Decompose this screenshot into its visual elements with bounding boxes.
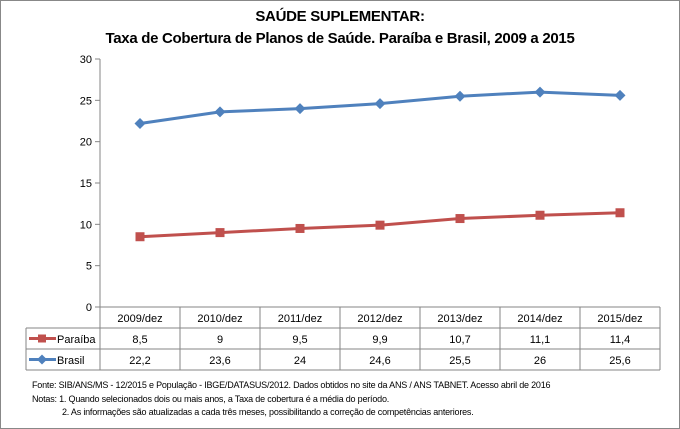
legend-diamond-marker bbox=[37, 354, 47, 365]
category-label: 2011/dez bbox=[278, 313, 322, 325]
legend-square-marker bbox=[38, 334, 46, 343]
source-note: Fonte: SIB/ANS/MS - 12/2015 e População … bbox=[32, 380, 551, 390]
chart-title: SAÚDE SUPLEMENTAR: bbox=[255, 8, 425, 25]
table-cell: 11,4 bbox=[610, 334, 631, 346]
y-tick-label: 20 bbox=[80, 137, 92, 149]
y-tick-label: 10 bbox=[80, 219, 92, 231]
data-point bbox=[375, 220, 385, 230]
table-cell: 26 bbox=[534, 355, 546, 367]
data-point bbox=[294, 103, 306, 115]
category-label: 2013/dez bbox=[437, 313, 482, 325]
data-point bbox=[215, 228, 225, 238]
legend-label: Brasil bbox=[57, 355, 85, 367]
table-cell: 24,6 bbox=[369, 355, 390, 367]
y-tick-label: 25 bbox=[80, 95, 92, 107]
category-label: 2009/dez bbox=[117, 313, 162, 325]
data-point bbox=[454, 90, 466, 102]
data-point bbox=[455, 214, 465, 224]
data-point bbox=[614, 89, 626, 101]
table-cell: 9,9 bbox=[372, 334, 387, 346]
data-point bbox=[615, 208, 625, 218]
data-point bbox=[295, 223, 305, 233]
data-point bbox=[534, 86, 546, 98]
note-2: 2. As informações são atualizadas a cada… bbox=[62, 407, 474, 417]
data-point bbox=[135, 232, 145, 242]
table-cell: 11,1 bbox=[530, 334, 551, 346]
y-tick-label: 5 bbox=[86, 261, 92, 273]
data-point bbox=[214, 106, 226, 118]
legend-label: Paraíba bbox=[57, 334, 96, 346]
category-label: 2015/dez bbox=[597, 313, 642, 325]
category-label: 2012/dez bbox=[357, 313, 402, 325]
category-label: 2014/dez bbox=[517, 313, 562, 325]
table-cell: 23,6 bbox=[209, 355, 230, 367]
data-point bbox=[134, 117, 146, 129]
table-cell: 22,2 bbox=[129, 355, 150, 367]
table-cell: 9 bbox=[217, 334, 223, 346]
table-cell: 10,7 bbox=[449, 334, 470, 346]
table-cell: 9,5 bbox=[292, 334, 307, 346]
data-point bbox=[374, 98, 386, 110]
table-cell: 8,5 bbox=[132, 334, 147, 346]
y-tick-label: 15 bbox=[80, 178, 92, 190]
table-cell: 24 bbox=[294, 355, 306, 367]
table-cell: 25,5 bbox=[449, 355, 470, 367]
y-tick-label: 30 bbox=[80, 54, 92, 66]
table-cell: 25,6 bbox=[609, 355, 630, 367]
y-tick-label: 0 bbox=[86, 302, 92, 314]
category-label: 2010/dez bbox=[197, 313, 242, 325]
chart-subtitle: Taxa de Cobertura de Planos de Saúde. Pa… bbox=[105, 30, 575, 47]
data-point bbox=[535, 210, 545, 220]
note-1: Notas: 1. Quando selecionados dois ou ma… bbox=[32, 394, 390, 404]
